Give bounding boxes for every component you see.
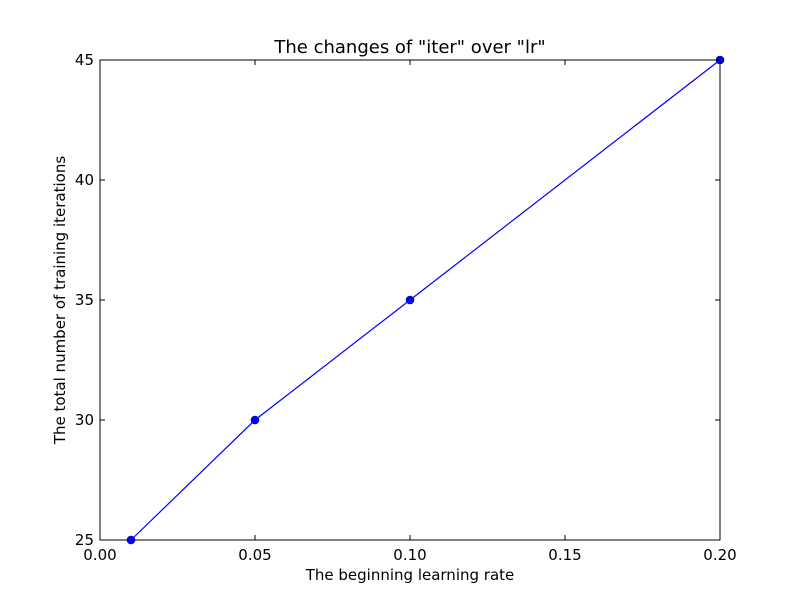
x-tick-label: 0.15: [548, 546, 581, 564]
y-tick-label: 25: [75, 531, 94, 549]
y-axis-label: The total number of training iterations: [51, 156, 69, 446]
chart-title: The changes of "iter" over "lr": [273, 37, 545, 58]
data-point: [405, 295, 415, 305]
x-tick-label: 0.00: [83, 546, 116, 564]
x-tick-label: 0.05: [238, 546, 271, 564]
x-tick-label: 0.20: [703, 546, 736, 564]
series-line: [130, 59, 721, 541]
y-axis-ticks: 25 30 35 40 45: [75, 51, 720, 549]
x-axis-label: The beginning learning rate: [305, 566, 515, 584]
x-tick-label: 0.10: [393, 546, 426, 564]
y-tick-label: 40: [75, 171, 94, 189]
data-point: [126, 535, 136, 545]
y-tick-label: 30: [75, 411, 94, 429]
data-point: [250, 415, 260, 425]
x-axis-ticks: 0.00 0.05 0.10 0.15 0.20: [83, 60, 737, 564]
y-tick-label: 45: [75, 51, 94, 69]
y-tick-label: 35: [75, 291, 94, 309]
